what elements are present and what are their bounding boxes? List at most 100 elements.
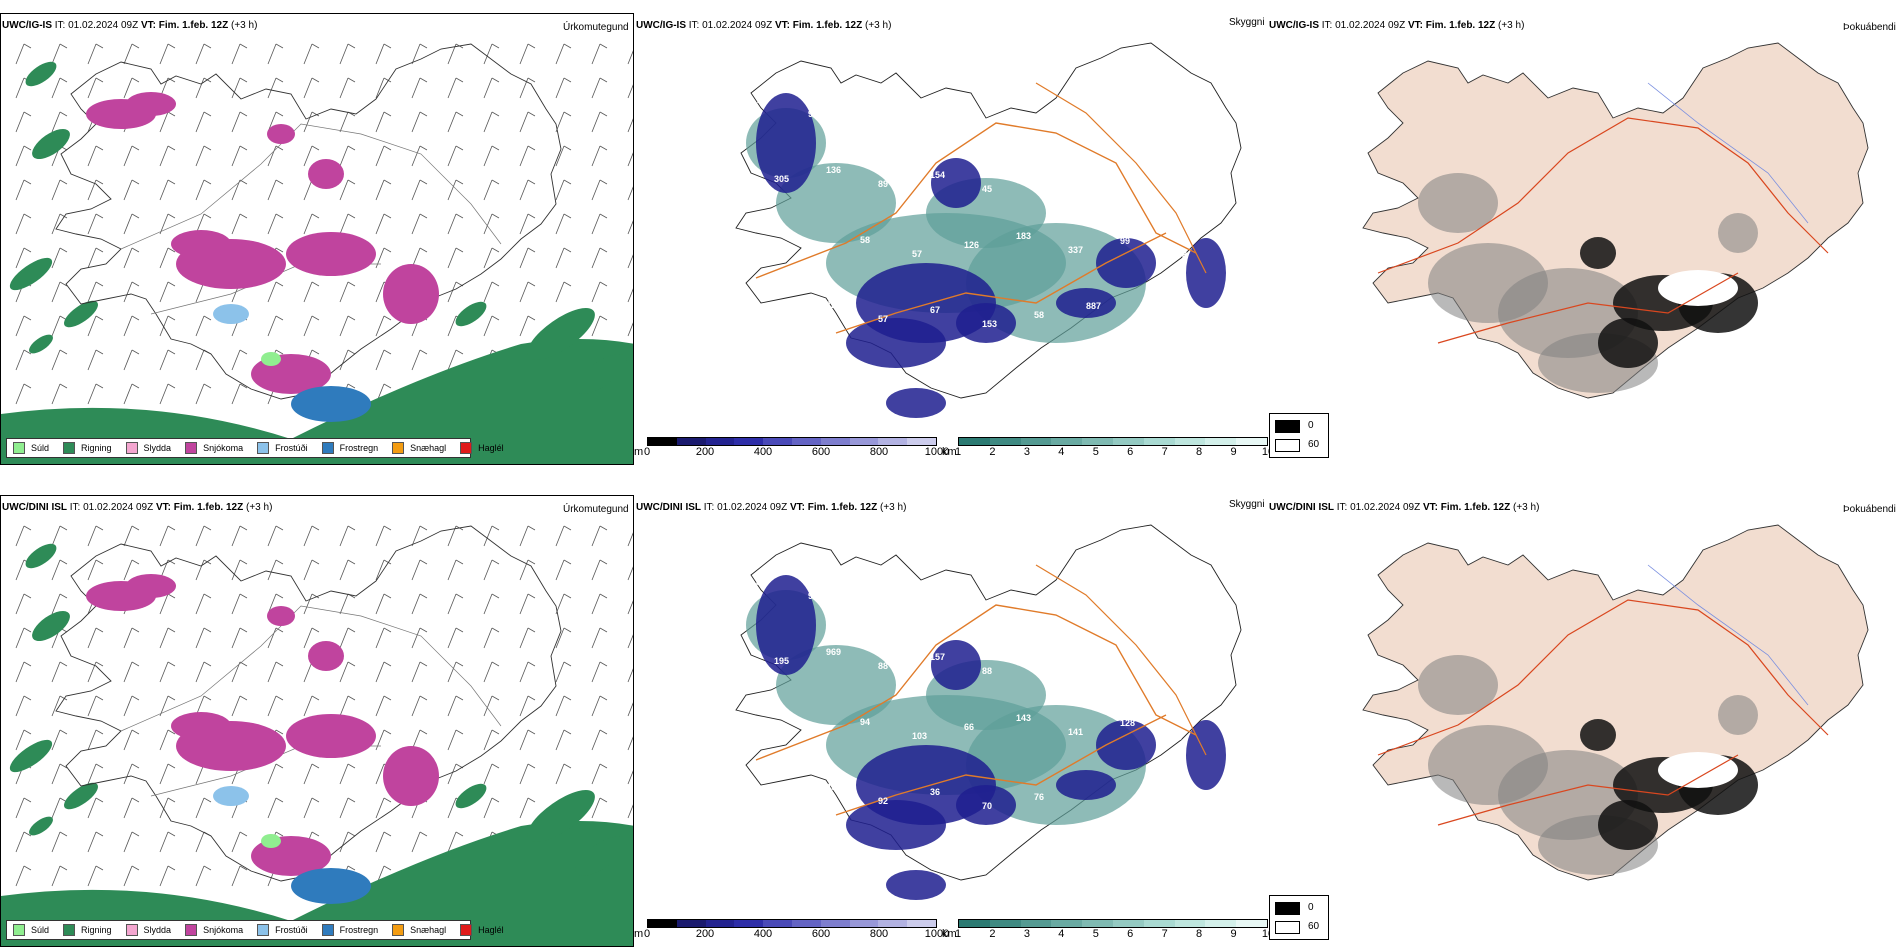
colorbar-step (1051, 438, 1083, 445)
visibility-value-label: 88 (982, 666, 992, 676)
colorbar-step (907, 920, 936, 927)
colorbar-tick-label: 400 (753, 446, 773, 458)
visibility-value-label: 45 (774, 791, 784, 801)
legend-item: Snæhagl (392, 442, 446, 454)
valid-time: Fim. 1.feb. 12Z (792, 20, 863, 31)
init-time: 01.02.2024 09Z (1350, 502, 1421, 513)
legend-label: Rigning (81, 925, 112, 935)
init-time: 01.02.2024 09Z (702, 20, 773, 31)
colorbar-tick-label: 600 (811, 928, 831, 940)
colorbar-tick-label: 4 (1058, 928, 1065, 940)
colorbar-step (1051, 920, 1083, 927)
init-label: IT: (54, 20, 66, 31)
cloud-light-swatch (1275, 921, 1300, 934)
visibility-value-label: 71 (1138, 315, 1148, 325)
colorbar-step (1205, 438, 1237, 445)
lead-time: (+3 h) (1498, 20, 1525, 31)
init-time: 01.02.2024 09Z (1335, 20, 1406, 31)
legend-swatch (13, 442, 25, 454)
colorbar-tick-label: 6 (1127, 928, 1134, 940)
cloud-legend-row1: 0 60 (1269, 413, 1329, 458)
fog-map-row1 (1362, 42, 1869, 399)
visibility-value-label: 57 (878, 314, 888, 324)
visibility-value-label: 75 (860, 582, 870, 592)
legend-item: Haglél (460, 442, 504, 454)
visibility-value-label: 48 (964, 105, 974, 115)
visibility-value-label: 92 (878, 796, 888, 806)
visibility-value-label: 84 (756, 735, 766, 745)
visibility-value-label: 157 (930, 652, 945, 662)
visibility-value-label: 97 (860, 100, 870, 110)
cloud-light-value: 60 (1308, 439, 1320, 450)
visibility-value-label: 969 (826, 647, 841, 657)
visibility-value-label: 45 (982, 184, 992, 194)
colorbar-tick-label: 200 (695, 928, 715, 940)
colorbar-km (958, 437, 1268, 446)
lead-time: (+3 h) (231, 20, 258, 31)
legend-swatch (125, 442, 138, 454)
valid-label: VT: (1422, 502, 1438, 513)
colorbar-m-unit: m (634, 446, 644, 458)
colorbar-step (989, 920, 1021, 927)
visibility-value-label: 94 (860, 717, 870, 727)
legend-item: Rigning (63, 924, 112, 936)
visibility-value-label: 89 (964, 587, 974, 597)
colorbar-km-unit: km (942, 446, 957, 458)
visibility-value-label: 153 (982, 319, 997, 329)
fog-map-row2 (1362, 524, 1869, 881)
visibility-value-label: 55 (1034, 657, 1044, 667)
legend-label: Snæhagl (410, 925, 447, 935)
legend-swatch (321, 442, 334, 454)
precip-legend-row2: Súld Rigning Slydda Snjókoma Frostúði Frostre… (6, 920, 504, 940)
colorbar-km (958, 919, 1268, 928)
precip-panel-row1: Súld Rigning Slydda Snjókoma Frostúði Frostre… (0, 13, 634, 465)
legend-swatch (185, 924, 198, 936)
colorbar-step (734, 438, 764, 445)
visibility-value-label: 154 (930, 170, 945, 180)
legend-swatch (13, 924, 25, 936)
legend-item: Rigning (63, 442, 112, 454)
colorbar-step (849, 438, 879, 445)
fog-panel-row1 (1268, 13, 1900, 465)
legend-item: Slydda (125, 924, 172, 936)
model-name: UWC/IG-IS (1269, 20, 1319, 31)
legend-label: Slydda (143, 925, 172, 935)
visibility-value-label: 97 (808, 591, 818, 601)
visibility-value-label: 70 (1016, 96, 1026, 106)
colorbar-km-unit: km (942, 928, 957, 940)
visibility-value-label: 68 (912, 114, 922, 124)
init-label: IT: (703, 502, 715, 513)
colorbar-step (1174, 920, 1206, 927)
colorbar-m (647, 437, 937, 446)
visibility-value-label: 66 (964, 722, 974, 732)
visibility-value-label: 163 (1068, 110, 1083, 120)
colorbar-tick-label: 0 (643, 928, 651, 940)
colorbar-step (959, 920, 990, 927)
model-name: UWC/DINI ISL (1269, 502, 1334, 513)
visibility-value-label: 63 (1190, 171, 1200, 181)
visibility-value-label: 53 (808, 726, 818, 736)
legend-label: Súld (31, 925, 50, 935)
init-time: 01.02.2024 09Z (717, 502, 788, 513)
legend-item: Frostregn (321, 442, 378, 454)
colorbar-tick-label: 2 (989, 446, 996, 458)
colorbar-step (763, 438, 792, 445)
legend-item: Snjókoma (185, 924, 243, 936)
legend-label: Haglél (478, 443, 504, 453)
legend-item: Haglél (460, 924, 504, 936)
colorbar-step (820, 920, 850, 927)
colorbar-step (820, 438, 850, 445)
header-precip-row1: UWC/IG-IS IT: 01.02.2024 09Z VT: Fim. 1.… (2, 20, 257, 31)
legend-item: Súld (13, 924, 49, 936)
colorbar-step (1174, 438, 1206, 445)
init-time: 01.02.2024 09Z (68, 20, 139, 31)
cloud-light-swatch (1275, 439, 1300, 452)
precip-map-row1 (1, 43, 633, 464)
visibility-value-label: 85 (756, 577, 766, 587)
colorbar-tick-label: 1 (954, 928, 962, 940)
legend-swatch (460, 924, 473, 936)
colorbar-step (1236, 920, 1267, 927)
legend-swatch (63, 924, 76, 936)
colorbar-step (989, 438, 1021, 445)
precip-panel-row2: Súld Rigning Slydda Snjókoma Frostúði Frostre… (0, 495, 634, 947)
